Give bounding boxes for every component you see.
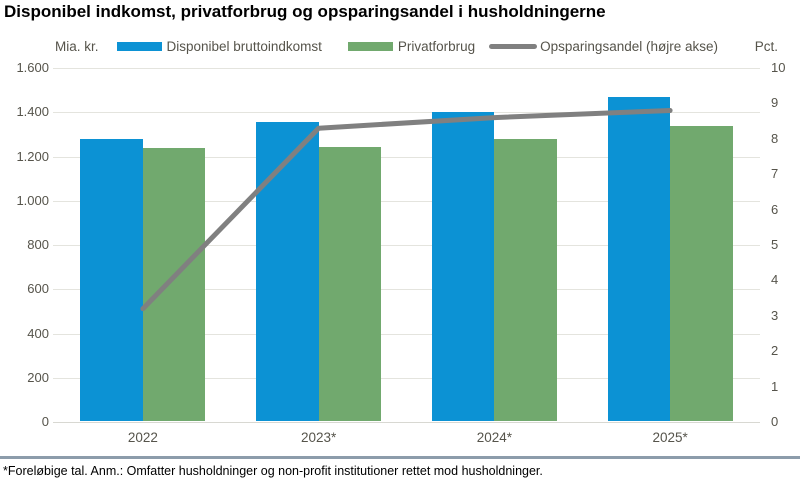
x-axis-label-2023*: 2023* bbox=[300, 430, 337, 445]
legend: Mia. kr. Disponibel bruttoindkomst Priva… bbox=[55, 37, 792, 55]
left-axis-tick-600: 600 bbox=[27, 281, 49, 297]
bar-consumption-2023* bbox=[318, 146, 382, 421]
right-axis-tick-3: 3 bbox=[771, 307, 779, 323]
gridline-400 bbox=[53, 333, 760, 335]
right-axis-unit-label: Pct. bbox=[754, 38, 778, 54]
footer-separator bbox=[0, 456, 800, 459]
bar-consumption-2025* bbox=[670, 125, 733, 421]
bar-consumption-2022 bbox=[142, 147, 206, 421]
legend-label: Opsparingsandel (højre akse) bbox=[540, 38, 718, 54]
savings-rate-line bbox=[140, 108, 673, 312]
right-axis-tick-6: 6 bbox=[771, 201, 779, 217]
left-axis-tick-1600: 1.600 bbox=[16, 60, 49, 75]
bar-income-2022 bbox=[80, 138, 143, 421]
x-axis-label-2022: 2022 bbox=[127, 430, 158, 445]
left-axis-unit-label: Mia. kr. bbox=[55, 38, 99, 54]
bar-income-2025* bbox=[607, 96, 671, 421]
right-axis-tick-8: 8 bbox=[771, 130, 779, 146]
legend-item-privatforbrug: Privatforbrug bbox=[347, 38, 476, 54]
gridline-1200 bbox=[53, 156, 760, 158]
left-axis-tick-200: 200 bbox=[27, 369, 49, 385]
right-axis-tick-7: 7 bbox=[771, 166, 779, 182]
right-axis-tick-5: 5 bbox=[771, 237, 779, 252]
legend-swatch-gray-line bbox=[489, 43, 538, 49]
left-axis-tick-1200: 1.200 bbox=[16, 148, 49, 164]
bar-income-2023* bbox=[256, 122, 319, 421]
legend-item-opsparingsandel: Opsparingsandel (højre akse) bbox=[489, 39, 718, 54]
left-axis-tick-0: 0 bbox=[41, 414, 49, 429]
legend-label: Privatforbrug bbox=[397, 38, 476, 54]
chart-title: Disponibel indkomst, privatforbrug og op… bbox=[4, 2, 606, 21]
left-axis-tick-400: 400 bbox=[27, 325, 49, 341]
right-axis-tick-4: 4 bbox=[771, 272, 779, 288]
right-axis-tick-10: 10 bbox=[771, 60, 786, 75]
legend-swatch-blue-bar bbox=[116, 41, 162, 51]
gridline-1000 bbox=[53, 200, 760, 202]
left-axis-tick-1000: 1.000 bbox=[16, 192, 49, 208]
legend-item-disponibel-bruttoindkomst: Disponibel bruttoindkomst bbox=[116, 38, 322, 54]
gridline-1400 bbox=[53, 112, 760, 114]
bar-income-2024* bbox=[431, 112, 495, 421]
footnote: *Foreløbige tal. Anm.: Omfatter husholdn… bbox=[3, 464, 543, 478]
x-axis-label-2025*: 2025* bbox=[652, 430, 688, 445]
legend-label: Disponibel bruttoindkomst bbox=[166, 38, 322, 54]
gridline-0 bbox=[53, 422, 760, 423]
left-axis-tick-1400: 1.400 bbox=[16, 104, 49, 120]
x-axis-label-2024*: 2024* bbox=[476, 430, 513, 445]
right-axis-tick-0: 0 bbox=[771, 414, 779, 429]
bar-consumption-2024* bbox=[494, 138, 557, 421]
gridline-200 bbox=[53, 377, 760, 379]
left-axis-tick-800: 800 bbox=[27, 237, 49, 252]
legend-swatch-green-bar bbox=[347, 41, 393, 51]
gridline-800 bbox=[53, 245, 760, 246]
right-axis-tick-9: 9 bbox=[771, 95, 779, 111]
right-axis-tick-1: 1 bbox=[771, 378, 779, 394]
gridline-1600 bbox=[53, 68, 760, 69]
right-axis-tick-2: 2 bbox=[771, 343, 779, 359]
gridline-600 bbox=[53, 289, 760, 291]
plot-area: 1.600 1.400 1.200 1.000 800 600 400 200 0 10 9 8 7 6 5… bbox=[16, 60, 785, 445]
